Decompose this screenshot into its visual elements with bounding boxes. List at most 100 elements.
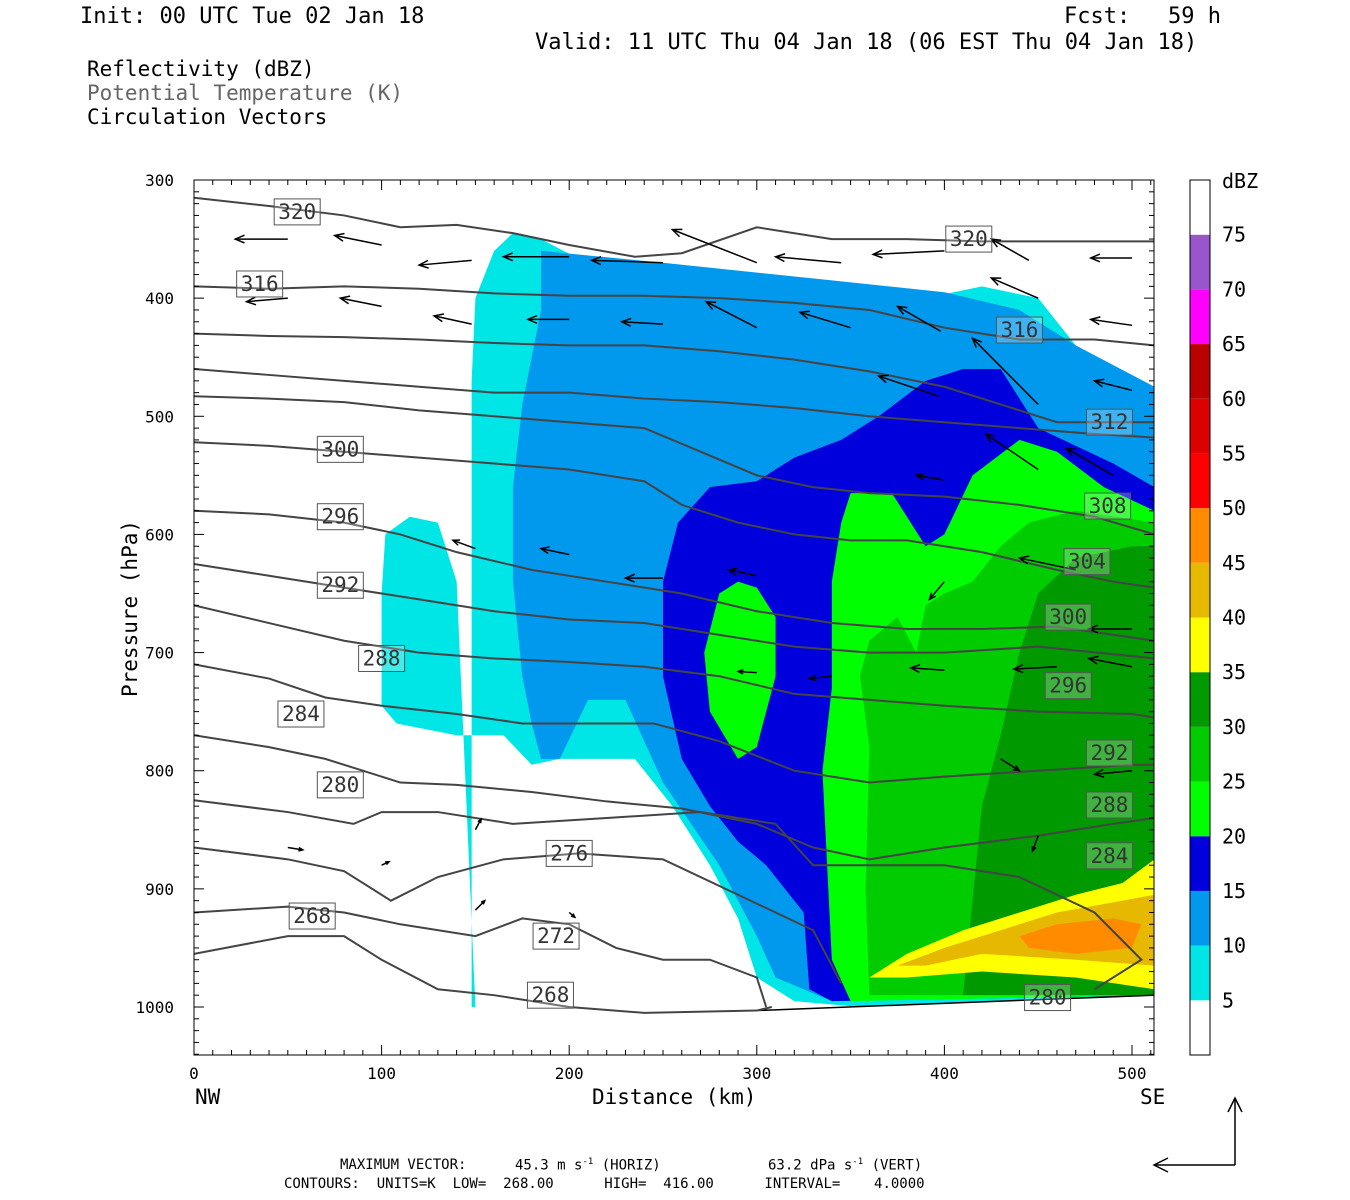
theta-contour-320 — [194, 285, 1154, 347]
y-axis-label: Pressure (hPa) — [118, 519, 142, 697]
vector-head — [736, 668, 744, 675]
theta-label-text: 308 — [1089, 494, 1127, 518]
theta-contour-308 — [194, 395, 1154, 536]
legend-potential-temperature: Potential Temperature (K) — [87, 81, 404, 105]
x-tick-label-0: 0 — [189, 1064, 199, 1083]
colorbar-label-75: 75 — [1222, 223, 1246, 247]
theta-label-text: 288 — [1091, 793, 1129, 817]
vector-shaft — [672, 228, 758, 264]
y-tick-label-500: 500 — [145, 407, 174, 426]
vector-head — [871, 249, 883, 259]
theta-label-box — [545, 839, 593, 867]
vector-head — [1017, 555, 1030, 565]
vector-shaft — [928, 581, 945, 600]
forecast-label: Fcst: — [1064, 4, 1131, 29]
axes-layer: 300 400 500 600 700 800 900 1000 0 100 200 300 400 50… — [135, 171, 1154, 1083]
theta-label-296-9: 296 — [316, 503, 364, 531]
y-tick-label-800: 800 — [145, 762, 174, 781]
theta-contour-300 — [194, 509, 1154, 642]
vector-head — [704, 300, 717, 310]
legend-circulation-vectors: Circulation Vectors — [87, 105, 328, 129]
theta-label-text: 276 — [550, 841, 588, 865]
colorbar-band-7 — [1190, 617, 1210, 673]
colorbar-band-12 — [1190, 344, 1210, 399]
theta-label-320-1: 320 — [945, 225, 993, 253]
circulation-vector-14 — [619, 317, 664, 327]
y-tick-label-600: 600 — [145, 525, 174, 544]
theta-label-box — [526, 981, 574, 1009]
colorbar-label-40: 40 — [1222, 606, 1246, 630]
vector-head — [298, 846, 305, 852]
theta-label-text: 296 — [1049, 674, 1087, 698]
theta-contour-312 — [194, 368, 1154, 439]
vector-head — [773, 253, 786, 263]
theta-label-box — [316, 571, 364, 599]
theta-label-304-6: 304 — [1063, 548, 1111, 576]
reflectivity-region-30dbz-6 — [963, 546, 1154, 996]
vector-shaft — [246, 297, 288, 303]
circulation-vector-11 — [338, 295, 382, 308]
theta-contour-276 — [194, 846, 843, 984]
vector-head — [1031, 846, 1037, 853]
theta-label-280-17: 280 — [316, 771, 364, 799]
circulation-vector-28 — [1086, 624, 1132, 634]
circulation-vector-2 — [417, 259, 472, 269]
vector-head — [501, 252, 514, 262]
circulation-vector-20 — [971, 336, 1039, 405]
vector-shaft — [728, 569, 757, 577]
colorbar-band-1 — [1190, 945, 1210, 1001]
vector-head — [480, 899, 487, 905]
colorbar-label-25: 25 — [1222, 770, 1246, 794]
colorbar-band-15 — [1190, 180, 1210, 235]
circulation-vector-0 — [233, 234, 288, 244]
reference-vector-arrows — [1152, 1096, 1243, 1173]
theta-label-box — [316, 503, 364, 531]
colorbar-label-30: 30 — [1222, 715, 1246, 739]
vector-shaft — [540, 547, 570, 556]
vector-shaft — [474, 900, 486, 911]
vector-head — [1092, 378, 1105, 388]
theta-label-268-22: 268 — [526, 981, 574, 1009]
colorbar-band-4 — [1190, 781, 1210, 837]
vector-head — [233, 234, 245, 244]
vector-head — [989, 277, 1002, 286]
circulation-vector-13 — [526, 314, 570, 324]
circulation-vector-45 — [568, 911, 577, 919]
circulation-vector-29 — [1086, 655, 1133, 668]
circulation-vector-16 — [798, 310, 851, 329]
valid-time: Valid: 11 UTC Thu 04 Jan 18 (06 EST Thu … — [535, 30, 1198, 55]
x-tick-label-500: 500 — [1118, 1064, 1147, 1083]
vector-shaft — [334, 234, 382, 246]
vector-head — [332, 232, 345, 242]
circulation-vector-4 — [589, 256, 664, 266]
theta-label-text: 316 — [1000, 318, 1038, 342]
colorbar-label-10: 10 — [1222, 934, 1246, 958]
circulation-vector-33 — [726, 567, 757, 577]
theta-label-284-15: 284 — [277, 700, 325, 728]
vector-shaft — [1090, 318, 1133, 327]
theta-label-text: 284 — [282, 702, 320, 726]
colorbar-label-50: 50 — [1222, 496, 1246, 520]
vector-shaft — [621, 321, 664, 325]
circulation-vector-22 — [1092, 378, 1133, 392]
theta-label-316-3: 316 — [995, 316, 1043, 344]
colorbar-band-11 — [1190, 398, 1210, 454]
vector-shaft — [799, 311, 851, 329]
circulation-vector-37 — [736, 668, 757, 675]
colorbar-band-10 — [1190, 453, 1210, 509]
vector-head — [1088, 316, 1101, 326]
theta-label-292-11: 292 — [316, 571, 364, 599]
circulation-vector-3 — [501, 252, 570, 262]
theta-label-text: 312 — [1091, 410, 1129, 434]
circulation-vector-24 — [1064, 447, 1114, 477]
colorbar-band-5 — [1190, 726, 1210, 782]
colorbar-label-70: 70 — [1222, 277, 1246, 301]
theta-label-box — [1044, 672, 1092, 700]
surface-line — [756, 994, 1154, 1012]
theta-label-box — [1024, 984, 1072, 1012]
circulation-vector-32 — [807, 674, 832, 682]
vector-shaft — [591, 259, 664, 264]
theta-label-text: 304 — [1068, 550, 1106, 574]
theta-label-text: 316 — [241, 272, 279, 296]
vector-head — [971, 336, 983, 348]
